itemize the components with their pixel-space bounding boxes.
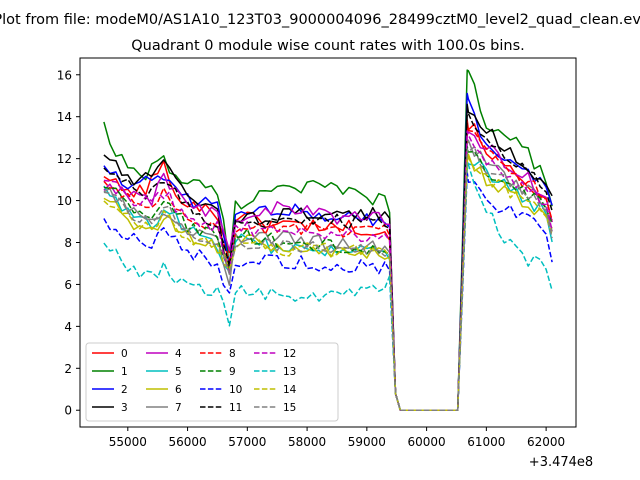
legend-label-0: 0 — [121, 348, 128, 360]
legend-label-12: 12 — [283, 348, 296, 360]
y-axis: 0 2 4 6 8 10 12 14 16 — [57, 68, 80, 418]
legend-label-2: 2 — [121, 384, 128, 396]
legend-label-3: 3 — [121, 402, 128, 414]
y-tick-label: 4 — [64, 320, 72, 334]
y-tick-label: 10 — [57, 194, 72, 208]
series-line-4 — [103, 131, 553, 411]
legend-label-11: 11 — [229, 402, 242, 414]
y-tick-label: 8 — [64, 236, 72, 250]
series-line-1 — [103, 69, 553, 411]
series-line-7 — [103, 139, 553, 411]
series-line-3 — [103, 103, 553, 411]
series-line-13 — [103, 163, 553, 411]
legend-box — [85, 342, 339, 422]
y-tick-label: 12 — [57, 152, 72, 166]
x-axis: 55000 56000 57000 58000 59000 60000 61000 62000 — [109, 427, 565, 449]
series-line-0 — [103, 119, 553, 411]
series-line-15 — [103, 145, 553, 411]
legend-label-10: 10 — [229, 384, 242, 396]
legend-label-7: 7 — [175, 402, 182, 414]
y-tick-label: 16 — [57, 68, 72, 82]
x-tick-label: 58000 — [288, 435, 326, 449]
x-tick-label: 62000 — [527, 435, 565, 449]
y-tick-label: 0 — [64, 404, 72, 418]
legend-label-6: 6 — [175, 384, 182, 396]
legend-label-13: 13 — [283, 366, 296, 378]
series-layer — [103, 69, 553, 411]
x-tick-label: 61000 — [467, 435, 505, 449]
legend-label-1: 1 — [121, 366, 128, 378]
series-line-14 — [103, 156, 553, 411]
legend-label-5: 5 — [175, 366, 182, 378]
legend-label-9: 9 — [229, 366, 236, 378]
x-tick-label: 55000 — [109, 435, 147, 449]
y-tick-label: 2 — [64, 362, 72, 376]
x-offset-label: +3.474e8 — [529, 455, 593, 470]
y-tick-label: 14 — [57, 110, 72, 124]
series-line-9 — [103, 145, 553, 411]
legend-label-15: 15 — [283, 402, 296, 414]
legend-label-8: 8 — [229, 348, 236, 360]
series-line-10 — [103, 171, 553, 411]
legend-label-4: 4 — [175, 348, 182, 360]
series-line-8 — [103, 128, 553, 411]
x-tick-label: 60000 — [408, 435, 446, 449]
legend-label-14: 14 — [283, 384, 297, 396]
y-tick-label: 6 — [64, 278, 72, 292]
figure-suptitle: Plot from file: modeM0/AS1A10_123T03_900… — [0, 12, 640, 28]
series-line-11 — [103, 112, 553, 411]
chart-title: Quadrant 0 module wise count rates with … — [131, 38, 525, 54]
x-tick-label: 56000 — [168, 435, 206, 449]
x-tick-label: 59000 — [348, 435, 386, 449]
x-tick-label: 57000 — [228, 435, 266, 449]
